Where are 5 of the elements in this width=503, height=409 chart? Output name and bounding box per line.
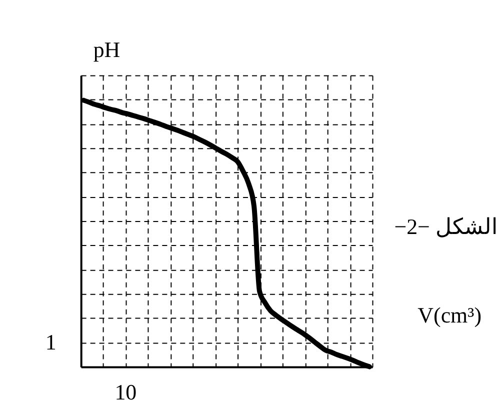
x-axis-title: V(cm³) (418, 302, 482, 328)
y-axis-title: pH (93, 36, 120, 62)
text: 10 (114, 380, 137, 405)
text: 1 (45, 329, 56, 354)
text: الشكل −2− (394, 214, 498, 239)
